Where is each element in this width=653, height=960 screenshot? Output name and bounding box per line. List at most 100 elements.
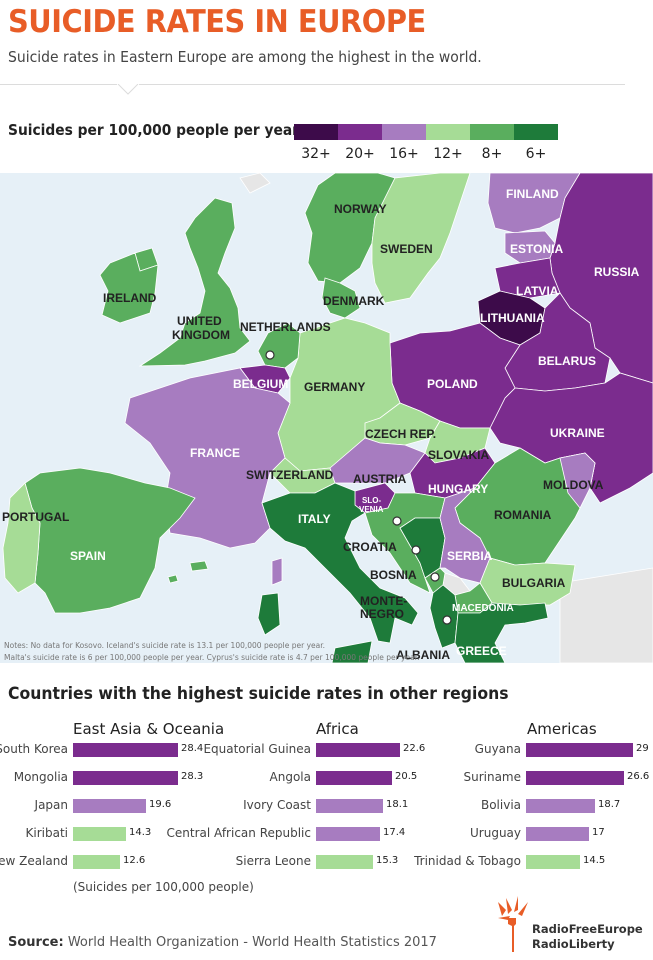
bar-value-label: 12.6: [123, 855, 146, 866]
source-text: World Health Organization - World Health…: [63, 935, 437, 950]
label-czech: CZECH REP.: [365, 427, 436, 441]
label-ireland: IRELAND: [103, 291, 157, 305]
label-montenegro-line1: MONTE-: [360, 594, 407, 608]
bar-category-label: South Korea: [0, 742, 68, 756]
bar: [526, 743, 633, 757]
legend-label: 8+: [481, 146, 503, 162]
legend-label: 32+: [301, 146, 331, 162]
bar-value-label: 26.6: [627, 771, 650, 782]
source-line: Source: World Health Organization - Worl…: [8, 935, 437, 950]
logo-flame: [518, 902, 528, 916]
bar: [316, 771, 392, 785]
country-ireland: [99, 252, 159, 324]
label-latvia: LATVIA: [516, 284, 559, 298]
label-uk-line1: UNITED: [177, 314, 222, 328]
label-finland: FINLAND: [506, 187, 559, 201]
bar-category-label: New Zealand: [0, 854, 68, 868]
map-note-line1: Notes: No data for Kosovo. Iceland's sui…: [4, 641, 326, 650]
label-croatia: CROATIA: [343, 540, 397, 554]
bar: [526, 855, 580, 869]
bar-category-label: Ivory Coast: [243, 798, 311, 812]
region-title: Africa: [316, 720, 359, 738]
label-lithuania: LITHUANIA: [480, 311, 545, 325]
bar: [526, 771, 624, 785]
bar-value-label: 14.5: [583, 855, 606, 866]
europe-map: NORWAY FINLAND SWEDEN ESTONIA RUSSIA LAT…: [0, 173, 653, 663]
legend-swatch: [338, 124, 382, 140]
label-norway: NORWAY: [334, 202, 387, 216]
bar-category-label: Central African Republic: [166, 826, 311, 840]
label-denmark: DENMARK: [323, 294, 385, 308]
country-italy-sardinia: [257, 592, 281, 636]
map-note-line2: Malta's suicide rate is 6 per 100,000 pe…: [4, 653, 420, 662]
page-subtitle: Suicide rates in Eastern Europe are amon…: [8, 48, 482, 66]
logo-flame: [506, 898, 512, 914]
label-belarus: BELARUS: [538, 354, 596, 368]
bar-value-label: 28.4: [181, 743, 204, 754]
legend-label: 6+: [525, 146, 547, 162]
bar: [73, 771, 178, 785]
logo-flame: [498, 916, 510, 920]
bar-category-label: Japan: [34, 798, 68, 812]
bar: [526, 827, 589, 841]
label-serbia: SERBIA: [447, 549, 493, 563]
label-ukraine: UKRAINE: [550, 426, 605, 440]
bar: [316, 799, 383, 813]
regions-section-title: Countries with the highest suicide rates…: [8, 684, 509, 704]
legend-swatch: [470, 124, 514, 140]
city-marker: [411, 545, 421, 555]
country-spain-balearics: [167, 560, 209, 584]
city-marker: [442, 615, 452, 625]
legend-label: 12+: [433, 146, 463, 162]
bar-value-label: 17: [592, 827, 605, 838]
bar: [73, 827, 126, 841]
page-title: SUICIDE RATES IN EUROPE: [8, 4, 426, 40]
label-slovenia-line2: VENIA: [359, 505, 384, 514]
country-united-kingdom: [138, 197, 251, 367]
logo-flame: [514, 896, 518, 912]
bar: [73, 855, 120, 869]
label-spain: SPAIN: [70, 549, 106, 563]
label-estonia: ESTONIA: [510, 242, 563, 256]
bar-category-label: Uruguay: [470, 826, 521, 840]
country-norway: [304, 173, 396, 284]
country-moldova: [559, 452, 596, 509]
legend-swatch: [426, 124, 470, 140]
region-title: Americas: [527, 720, 597, 738]
country-denmark: [321, 277, 361, 319]
bar: [526, 799, 595, 813]
bar: [316, 855, 373, 869]
rferl-logo-icon: [498, 896, 528, 952]
bar-category-label: Suriname: [463, 770, 521, 784]
bar-category-label: Guyana: [474, 742, 521, 756]
label-hungary: HUNGARY: [428, 482, 488, 496]
bar-category-label: Angola: [269, 770, 311, 784]
bar: [316, 743, 400, 757]
bar-value-label: 15.3: [376, 855, 399, 866]
bar: [73, 799, 146, 813]
country-labels: NORWAY FINLAND SWEDEN ESTONIA RUSSIA LAT…: [2, 187, 640, 662]
logo-line2: RadioLiberty: [532, 937, 615, 951]
label-slovenia-line1: SLO-: [362, 496, 381, 505]
label-montenegro-line2: NEGRO: [360, 607, 404, 621]
label-albania: ALBANIA: [396, 648, 450, 662]
label-austria: AUSTRIA: [353, 472, 407, 486]
label-switzerland: SWITZERLAND: [246, 468, 334, 482]
bar-category-label: Mongolia: [13, 770, 68, 784]
bar-value-label: 28.3: [181, 771, 204, 782]
label-portugal: PORTUGAL: [2, 510, 69, 524]
label-greece: GREECE: [456, 644, 507, 658]
bar: [73, 743, 178, 757]
bar-category-label: Kiribati: [25, 826, 68, 840]
logo-flame: [498, 902, 506, 916]
legend-title: Suicides per 100,000 people per year:: [8, 121, 305, 139]
city-marker: [430, 572, 440, 582]
country-greece: [454, 602, 549, 663]
label-bosnia: BOSNIA: [370, 568, 417, 582]
source-label: Source:: [8, 935, 64, 950]
label-uk-line2: KINGDOM: [172, 328, 230, 342]
bar-value-label: 17.4: [383, 827, 406, 838]
bar-value-label: 18.1: [386, 799, 409, 810]
region-title: East Asia & Oceania: [73, 720, 225, 738]
land-other: [239, 173, 653, 663]
